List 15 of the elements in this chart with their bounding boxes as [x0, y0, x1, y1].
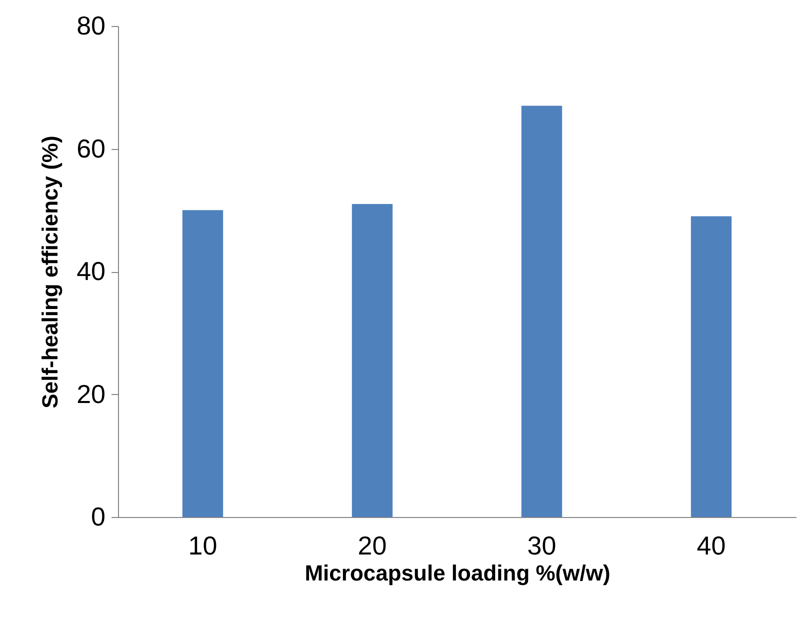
x-tick-label: 40 — [696, 530, 726, 560]
y-tick-label: 60 — [76, 133, 106, 164]
y-axis-title: Self-healing efficiency (%) — [38, 136, 63, 408]
x-tick-label: 30 — [527, 530, 556, 560]
y-tick-label: 80 — [76, 10, 106, 40]
x-tick-label: 10 — [188, 530, 218, 560]
bar — [182, 210, 224, 517]
x-tick-label: 20 — [358, 530, 387, 560]
bar — [521, 106, 562, 517]
y-tick-label: 0 — [91, 502, 106, 532]
bar — [352, 204, 393, 517]
y-tick-label: 20 — [76, 378, 106, 409]
x-axis-title: Microcapsule loading %(w/w) — [304, 560, 610, 586]
bar — [690, 216, 732, 517]
y-tick-label: 40 — [76, 256, 106, 286]
